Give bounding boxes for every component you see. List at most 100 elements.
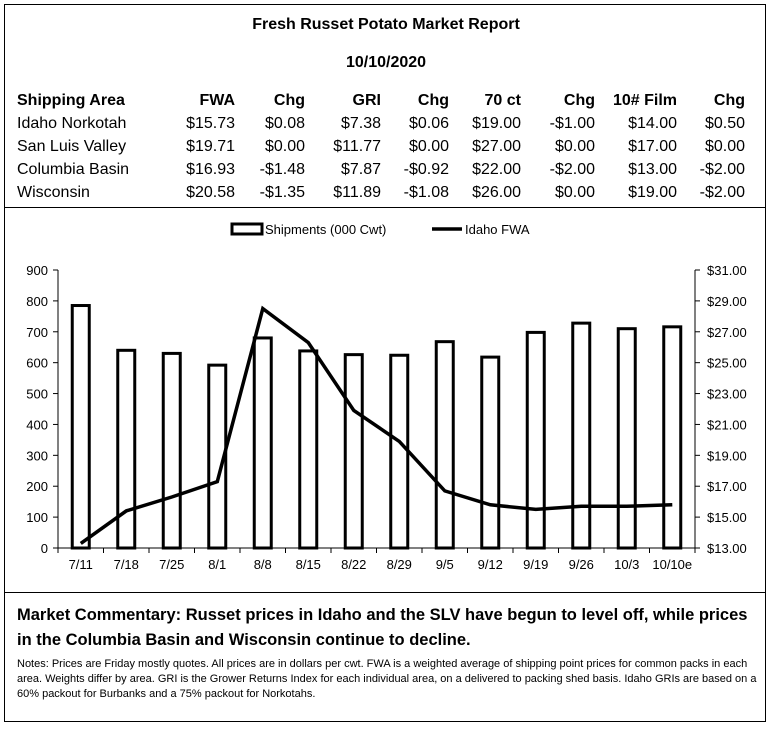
bar-shipments [480,355,501,550]
table-cell: San Luis Valley [17,138,127,155]
bar-shipments [343,353,364,550]
bar-shipments [616,327,637,550]
y-left-tick-label: 900 [26,263,48,278]
x-tick-label: 8/29 [387,557,412,572]
column-header: Chg [273,92,305,109]
bar-shipments [298,349,319,550]
table-cell: $19.71 [186,138,235,155]
table-cell: $15.73 [186,115,235,132]
table-cell: Idaho Norkotah [17,115,127,132]
y-left-tick-label: 300 [26,448,48,463]
table-cell: $0.06 [408,115,449,132]
table-cell: $20.58 [186,184,235,201]
table-cell: Columbia Basin [17,161,130,178]
y-right-tick-label: $31.00 [707,263,747,278]
bar-shipments [662,325,683,550]
y-right-tick-label: $13.00 [707,541,747,556]
table-cell: -$1.00 [549,115,595,132]
x-tick-label: 7/25 [159,557,184,572]
table-cell: $0.08 [264,115,305,132]
table-cell: Wisconsin [17,184,90,201]
table-cell: $26.00 [472,184,521,201]
y-left-tick-label: 500 [26,387,48,402]
table-cell: -$2.00 [549,161,595,178]
table-cell: $19.00 [628,184,677,201]
bar-shipments [70,304,91,550]
table-cell: $22.00 [472,161,521,178]
y-right-tick-label: $25.00 [707,356,747,371]
legend-label-idaho-fwa: Idaho FWA [465,222,530,237]
notes-text: Notes: Prices are Friday mostly quotes. … [17,658,757,700]
table-cell: $0.00 [554,138,595,155]
price-table: Shipping Area FWA Chg GRI Chg 70 ct Chg … [17,89,745,204]
table-cell: -$0.92 [403,161,449,178]
table-cell: $0.50 [704,115,745,132]
column-header: Chg [563,92,595,109]
table-row: Columbia Basin $16.93 -$1.48 $7.87 -$0.9… [17,158,745,181]
x-tick-label: 8/8 [254,557,272,572]
table-cell: $13.00 [628,161,677,178]
report-frame [4,4,766,722]
bar-shipments [389,353,410,550]
x-tick-label: 9/12 [478,557,503,572]
table-cell: $11.89 [333,184,381,201]
legend-swatch-shipments [230,222,264,236]
y-right-tick-label: $17.00 [707,479,747,494]
column-header: Chg [713,92,745,109]
table-row: Wisconsin $20.58 -$1.35 $11.89 -$1.08 $2… [17,181,745,204]
bar-shipments [252,336,273,550]
x-tick-label: 7/11 [69,557,93,572]
chart-frame [4,207,766,593]
table-cell: -$2.00 [699,161,745,178]
x-tick-label: 8/15 [296,557,321,572]
x-tick-label: 10/10e [652,557,692,572]
y-left-tick-label: 600 [26,356,48,371]
table-cell: -$1.48 [259,161,305,178]
line-idaho-fwa [79,305,673,545]
y-right-tick-label: $15.00 [707,510,747,525]
table-cell: $0.00 [408,138,449,155]
y-left-tick-label: 400 [26,417,48,432]
y-left-tick-label: 800 [26,294,48,309]
column-header: FWA [199,92,235,109]
table-cell: $16.93 [186,161,235,178]
report-title: Fresh Russet Potato Market Report [252,16,520,33]
table-cell: $11.77 [333,138,381,155]
y-right-tick-label: $21.00 [707,417,747,432]
column-header: GRI [352,92,381,109]
table-cell: -$1.35 [259,184,305,201]
table-cell: $0.00 [704,138,745,155]
column-header: 70 ct [484,92,521,109]
y-right-tick-label: $27.00 [707,325,747,340]
column-header: Shipping Area [17,92,125,109]
column-header: Chg [417,92,449,109]
x-tick-label: 8/22 [341,557,366,572]
combo-chart: 0 100 200 300 400 500 600 700 800 900 $13.00 $15.00… [26,222,747,572]
x-tick-label: 9/19 [523,557,548,572]
table-cell: -$1.08 [403,184,449,201]
table-cell: $0.00 [264,138,305,155]
bar-shipments [571,321,592,550]
report-date: 10/10/2020 [345,54,427,71]
table-cell: $27.00 [472,138,521,155]
x-tick-label: 9/5 [436,557,454,572]
market-commentary: Market Commentary: Russet prices in Idah… [17,606,748,649]
table-cell: $0.00 [554,184,595,201]
table-cell: $19.00 [472,115,521,132]
table-header-row: Shipping Area FWA Chg GRI Chg 70 ct Chg … [17,89,745,112]
x-tick-label: 8/1 [208,557,226,572]
table-cell: $7.87 [340,161,381,178]
table-cell: $7.38 [340,115,381,132]
y-left-tick-label: 100 [26,510,48,525]
y-right-tick-label: $23.00 [707,387,747,402]
bar-shipments [207,363,228,550]
y-left-tick-label: 0 [41,541,48,556]
legend-label-shipments: Shipments (000 Cwt) [265,222,386,237]
y-left-tick-label: 700 [26,325,48,340]
column-header: 10# Film [612,92,677,109]
x-tick-label: 10/3 [614,557,639,572]
x-tick-label: 9/26 [569,557,594,572]
y-right-tick-label: $19.00 [707,448,747,463]
table-cell: $14.00 [628,115,677,132]
table-row: Idaho Norkotah $15.73 $0.08 $7.38 $0.06 … [17,112,745,135]
